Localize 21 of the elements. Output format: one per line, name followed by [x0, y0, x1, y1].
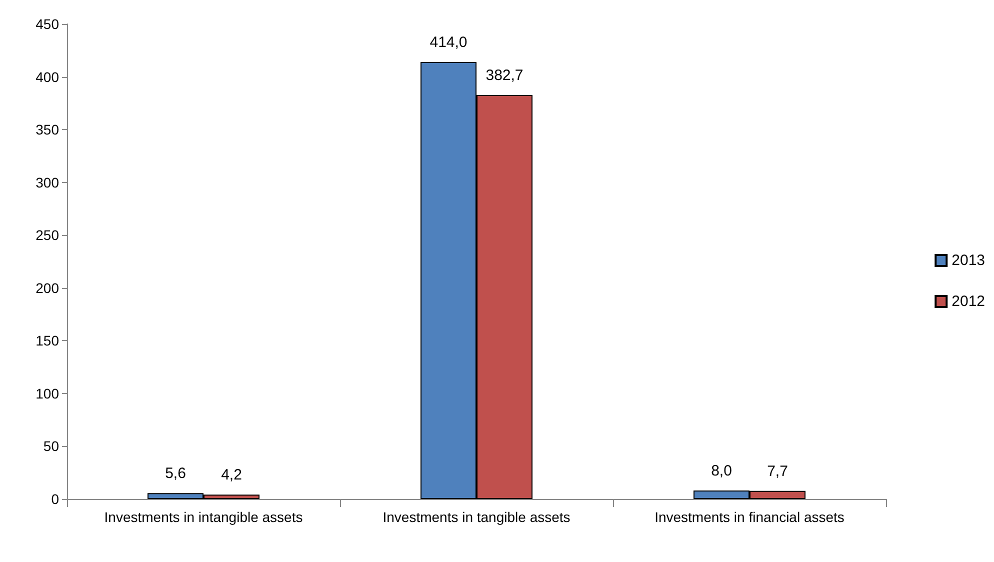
legend-label: 2012 [952, 293, 986, 310]
x-tick-label: Investments in tangible assets [382, 509, 570, 525]
data-label: 4,2 [221, 466, 242, 484]
x-tick-label: Investments in intangible assets [104, 509, 303, 525]
data-label: 414,0 [430, 34, 468, 51]
y-tick-label: 50 [43, 438, 60, 454]
y-tick-label: 300 [36, 174, 60, 190]
y-tick-label: 150 [36, 332, 60, 349]
data-label: 382,7 [486, 67, 524, 84]
y-tick-label: 400 [36, 68, 60, 85]
y-tick-label: 100 [36, 385, 60, 402]
data-label: 7,7 [767, 462, 788, 480]
x-tick-label: Investments in financial assets [654, 509, 844, 525]
legend-label: 2013 [952, 252, 986, 269]
y-tick-label: 250 [36, 227, 60, 244]
data-label: 8,0 [711, 462, 732, 480]
y-tick-label: 0 [51, 491, 60, 507]
data-label: 5,6 [165, 465, 186, 482]
y-tick-label: 200 [36, 280, 60, 296]
y-tick-label: 350 [36, 122, 60, 138]
y-tick-label: 450 [36, 16, 60, 32]
